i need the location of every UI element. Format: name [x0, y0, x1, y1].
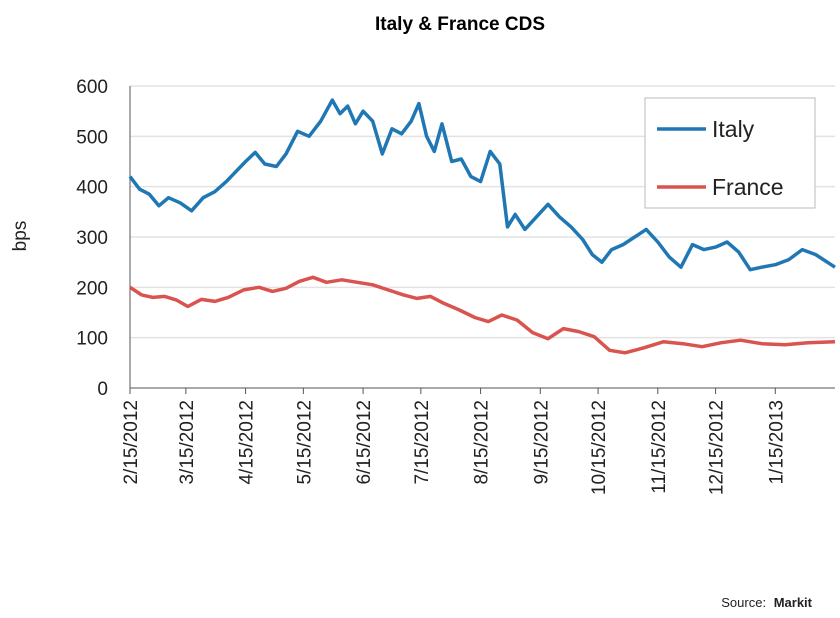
- axes: 0 100 200 300 400 500 600 2/15/2012 3/15/2012 4/1…: [76, 77, 835, 495]
- x-tick-label: 3/15/2012: [177, 400, 198, 485]
- y-tick-label: 100: [76, 329, 108, 350]
- x-tick-label: 2/15/2012: [121, 400, 142, 485]
- y-tick-label: 600: [76, 77, 108, 98]
- x-tick-label: 8/15/2012: [472, 400, 493, 485]
- x-tick-label: 1/15/2013: [766, 400, 787, 485]
- source-note: Source: Markit: [721, 595, 812, 610]
- series-line-france: [129, 275, 836, 355]
- y-tick-label: 200: [76, 278, 108, 299]
- x-tick-label: 10/15/2012: [589, 400, 610, 495]
- x-tick-label: 5/15/2012: [294, 400, 315, 485]
- x-tick-label: 4/15/2012: [237, 400, 258, 485]
- y-tick-label: 500: [76, 127, 108, 148]
- legend-box: [644, 97, 816, 209]
- grid-lines: [130, 85, 835, 339]
- series-lines: [128, 98, 836, 355]
- x-tick-label: 9/15/2012: [531, 400, 552, 485]
- y-tick-label: 0: [97, 379, 108, 400]
- source-label: Source:: [721, 595, 766, 610]
- x-tick-label: 12/15/2012: [707, 400, 728, 495]
- legend-label-france: France: [712, 174, 784, 200]
- chart-title: Italy & France CDS: [375, 14, 545, 35]
- x-tick-label: 7/15/2012: [412, 400, 433, 485]
- x-tick-label: 11/15/2012: [649, 400, 670, 494]
- y-tick-label: 400: [76, 178, 108, 199]
- x-tick-label: 6/15/2012: [354, 400, 375, 485]
- legend-label-italy: Italy: [712, 116, 755, 142]
- y-axis-label: bps: [10, 221, 31, 252]
- legend: Italy France: [644, 97, 816, 209]
- source-brand: Markit: [774, 595, 813, 610]
- series-line-italy: [128, 98, 836, 272]
- y-tick-label: 300: [76, 228, 108, 249]
